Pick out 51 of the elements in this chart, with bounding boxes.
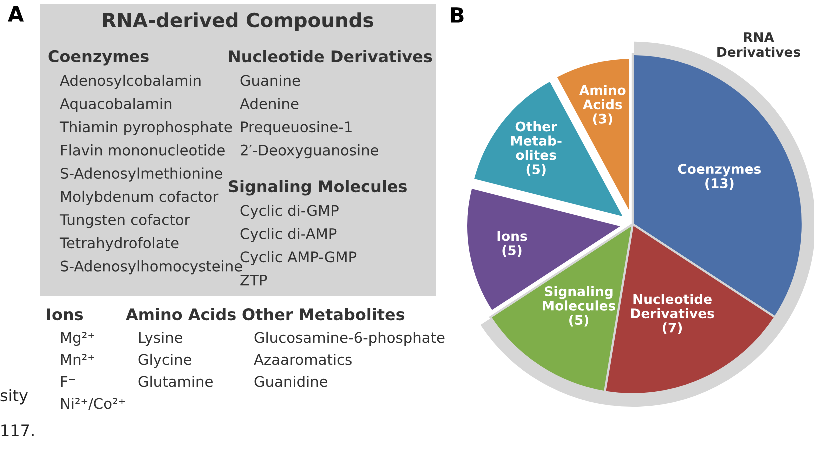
data-label: (7)	[663, 322, 682, 334]
text: Other Metabolites	[242, 308, 405, 321]
text: Cyclic AMP-GMP	[240, 251, 357, 266]
slice-label: Coenzymes	[678, 164, 761, 177]
text: RNA Derivatives	[718, 32, 800, 58]
text: Flavin mononucleotide	[61, 144, 225, 156]
slice-label: Nucleotide Derivatives	[631, 294, 714, 319]
text: sity	[0, 389, 28, 405]
text: Tungsten cofactor	[60, 214, 190, 228]
text: Thiamin pyrophosphate	[60, 121, 232, 136]
text: A	[8, 6, 24, 22]
text: Adenosylcobalamin	[60, 74, 201, 90]
text: Ni²⁺/Co²⁺	[61, 398, 126, 410]
text: ZTP	[240, 274, 268, 286]
text: Glucosamine-6-phosphate	[254, 332, 445, 346]
text: Signaling Molecules	[229, 180, 407, 196]
text: Mn²⁺	[61, 354, 94, 366]
slice-label: Other Metab- olites	[511, 121, 562, 160]
text: Prequeuosine-1	[241, 121, 352, 136]
text: Adenine	[240, 98, 299, 110]
slice-label: Ions	[498, 231, 528, 242]
text: Cyclic di-AMP	[240, 228, 337, 242]
data-label: (5)	[526, 164, 546, 176]
text: Mg²⁺	[61, 332, 94, 346]
slice-label: Signaling Molecules	[543, 286, 616, 311]
text: Tetrahydrofolate	[60, 237, 179, 252]
text: 2′-Deoxyguanosine	[241, 144, 378, 159]
text: Azaaromatics	[254, 354, 352, 366]
text: S-Adenosylhomocysteine	[60, 260, 242, 275]
slice-label: Amino Acids	[579, 85, 626, 110]
data-label: (5)	[570, 314, 589, 327]
text: Nucleotide Derivatives	[229, 50, 432, 63]
text: Cyclic di-GMP	[240, 204, 339, 220]
text: Guanine	[240, 74, 300, 86]
text: Aquacobalamin	[60, 98, 172, 112]
text: Coenzymes	[48, 50, 149, 66]
data-label: (3)	[593, 114, 612, 126]
text: Ions	[47, 308, 84, 321]
text: RNA-derived Compounds	[103, 12, 374, 32]
text: Amino Acids	[126, 308, 236, 321]
text: Glycine	[138, 354, 192, 368]
text: S-Adenosylmethionine	[60, 168, 222, 182]
text: 117.	[2, 424, 34, 436]
data-label: (13)	[706, 178, 734, 190]
text: Glutamine	[138, 376, 213, 388]
data-label: (5)	[502, 245, 522, 258]
text: Lysine	[139, 332, 183, 346]
text: B	[451, 8, 464, 23]
text: Molybdenum cofactor	[61, 190, 219, 206]
text: Guanidine	[254, 376, 328, 388]
text: F⁻	[61, 376, 76, 388]
